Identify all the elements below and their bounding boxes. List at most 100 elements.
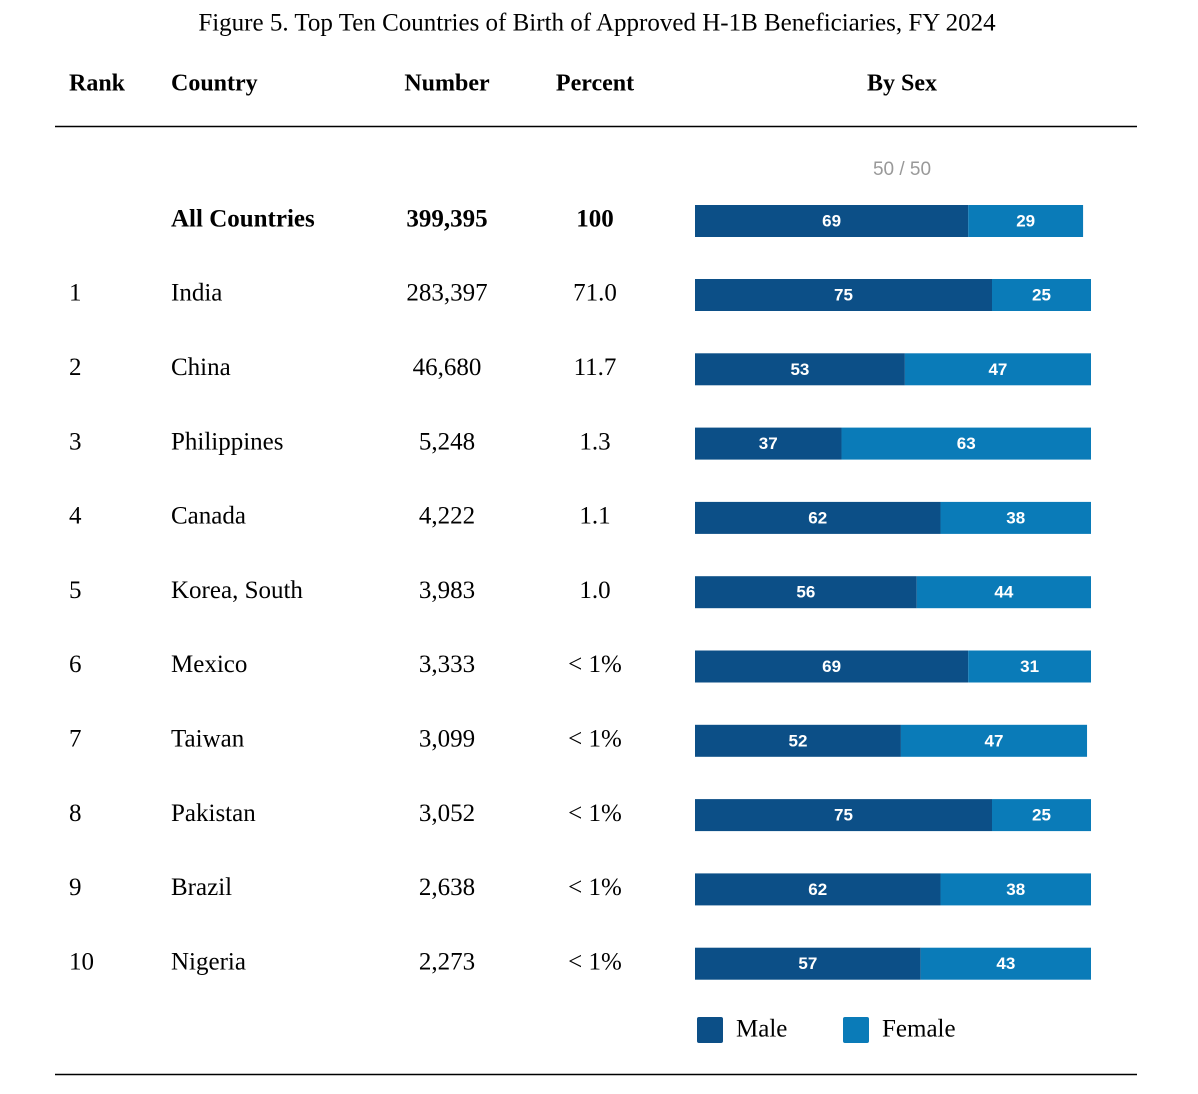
female-bar bbox=[920, 947, 1091, 980]
country: Mexico bbox=[171, 651, 247, 678]
female-bar bbox=[916, 576, 1091, 609]
percent: < 1% bbox=[568, 874, 622, 901]
number: 2,638 bbox=[419, 874, 475, 901]
number: 46,680 bbox=[413, 354, 482, 381]
male-bar bbox=[695, 501, 941, 534]
rank: 10 bbox=[69, 948, 94, 975]
country: China bbox=[171, 354, 231, 381]
female-bar bbox=[940, 873, 1091, 906]
rank: 4 bbox=[69, 503, 82, 530]
country: Philippines bbox=[171, 428, 284, 455]
male-label: 62 bbox=[808, 880, 827, 899]
column-header: By Sex bbox=[867, 71, 937, 97]
country: Korea, South bbox=[171, 577, 303, 604]
legend-label: Female bbox=[882, 1016, 956, 1043]
male-bar bbox=[695, 650, 969, 683]
male-bar bbox=[695, 279, 992, 311]
number: 3,099 bbox=[419, 726, 475, 753]
male-label: 56 bbox=[796, 583, 815, 602]
rank: 6 bbox=[69, 651, 82, 678]
rank: 9 bbox=[69, 874, 82, 901]
female-bar bbox=[904, 353, 1091, 386]
male-bar bbox=[695, 576, 917, 609]
male-bar bbox=[695, 724, 901, 757]
female-label: 38 bbox=[1006, 508, 1025, 527]
country: Canada bbox=[171, 503, 246, 530]
male-label: 69 bbox=[822, 657, 841, 676]
female-label: 25 bbox=[1032, 285, 1051, 304]
number: 399,395 bbox=[406, 206, 487, 233]
percent: < 1% bbox=[568, 948, 622, 975]
male-bar bbox=[695, 353, 905, 386]
female-label: 31 bbox=[1020, 657, 1039, 676]
number: 3,333 bbox=[419, 651, 475, 678]
number: 4,222 bbox=[419, 503, 475, 530]
country: Nigeria bbox=[171, 948, 246, 975]
female-bar bbox=[968, 650, 1091, 683]
rank: 2 bbox=[69, 354, 82, 381]
male-label: 37 bbox=[759, 434, 778, 453]
percent: < 1% bbox=[568, 800, 622, 827]
country: Taiwan bbox=[171, 726, 245, 753]
number: 3,983 bbox=[419, 577, 475, 604]
legend-label: Male bbox=[736, 1016, 787, 1043]
title: Figure 5. Top Ten Countries of Birth of … bbox=[198, 10, 996, 37]
rank: 8 bbox=[69, 800, 82, 827]
country: Brazil bbox=[171, 874, 232, 901]
male-bar bbox=[695, 799, 992, 832]
number: 283,397 bbox=[406, 280, 487, 307]
column-header: Rank bbox=[69, 71, 126, 97]
male-label: 62 bbox=[808, 508, 827, 527]
female-bar bbox=[900, 724, 1088, 757]
male-label: 75 bbox=[834, 806, 853, 825]
rank: 5 bbox=[69, 577, 82, 604]
female-label: 25 bbox=[1032, 806, 1051, 825]
legend-swatch bbox=[843, 1017, 869, 1043]
country: All Countries bbox=[171, 206, 315, 233]
female-label: 29 bbox=[1016, 211, 1035, 230]
female-bar bbox=[841, 427, 1091, 460]
percent: 1.0 bbox=[579, 577, 610, 604]
male-label: 53 bbox=[790, 360, 809, 379]
female-bar bbox=[992, 799, 1091, 832]
female-label: 47 bbox=[988, 360, 1007, 379]
male-bar bbox=[695, 873, 941, 906]
female-bar bbox=[940, 501, 1091, 534]
female-bar bbox=[968, 205, 1084, 237]
male-bar bbox=[695, 947, 921, 980]
male-label: 75 bbox=[834, 285, 853, 304]
male-bar bbox=[695, 427, 842, 460]
female-label: 63 bbox=[957, 434, 976, 453]
female-label: 43 bbox=[996, 954, 1015, 973]
percent: < 1% bbox=[568, 726, 622, 753]
male-label: 57 bbox=[798, 954, 817, 973]
rank: 1 bbox=[69, 280, 82, 307]
percent: 1.3 bbox=[579, 428, 610, 455]
percent: 1.1 bbox=[579, 503, 610, 530]
female-label: 38 bbox=[1006, 880, 1025, 899]
number: 5,248 bbox=[419, 428, 475, 455]
legend-swatch bbox=[697, 1017, 723, 1043]
column-header: Number bbox=[404, 71, 490, 97]
rank: 7 bbox=[69, 726, 82, 753]
column-header: Percent bbox=[556, 71, 634, 97]
percent: 71.0 bbox=[573, 280, 617, 307]
male-label: 52 bbox=[788, 731, 807, 750]
female-label: 44 bbox=[994, 583, 1013, 602]
column-header: Country bbox=[171, 71, 258, 97]
percent: 100 bbox=[576, 206, 614, 233]
female-bar bbox=[992, 279, 1091, 311]
percent: < 1% bbox=[568, 651, 622, 678]
female-label: 47 bbox=[985, 731, 1004, 750]
rank: 3 bbox=[69, 428, 82, 455]
number: 3,052 bbox=[419, 800, 475, 827]
country: India bbox=[171, 280, 222, 307]
number: 2,273 bbox=[419, 948, 475, 975]
percent: 11.7 bbox=[574, 354, 617, 381]
country: Pakistan bbox=[171, 800, 256, 827]
male-bar bbox=[695, 205, 969, 237]
male-label: 69 bbox=[822, 211, 841, 230]
scale-label: 50 / 50 bbox=[873, 159, 931, 180]
